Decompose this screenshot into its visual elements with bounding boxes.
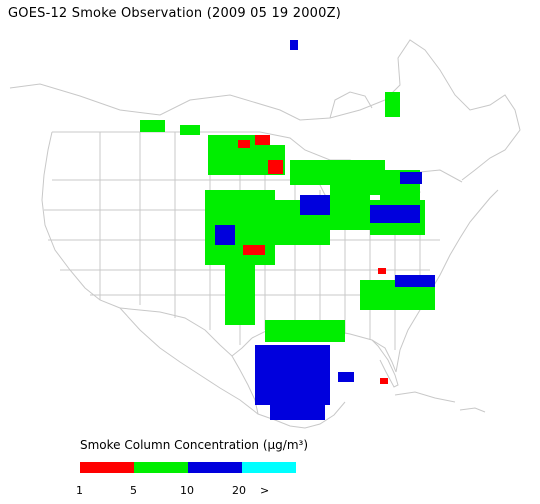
mexico-outline	[119, 307, 346, 429]
west-coast	[41, 131, 121, 309]
legend-segment-1-5	[80, 462, 134, 473]
legend-tick-1: 1	[76, 484, 83, 497]
legend-tick-10: 10	[180, 484, 194, 497]
legend-tick-greater: >	[260, 484, 270, 497]
smoke-map	[9, 39, 521, 429]
legend-tick-5: 5	[130, 484, 137, 497]
canada-outline	[9, 39, 521, 181]
legend-color-bar	[80, 462, 296, 473]
florida	[371, 339, 399, 388]
legend-tick-20: 20	[232, 484, 246, 497]
us-mexico-border	[119, 307, 253, 357]
smoke-low-pixels	[238, 135, 388, 384]
cuba	[394, 391, 456, 403]
legend-segment-20-plus	[242, 462, 296, 473]
legend-title: Smoke Column Concentration (μg/m³)	[80, 438, 308, 452]
legend-segment-5-10	[134, 462, 188, 473]
legend-segment-10-20	[188, 462, 242, 473]
east-coast	[395, 189, 499, 373]
page-title: GOES-12 Smoke Observation (2009 05 19 20…	[8, 6, 341, 21]
smoke-high-pixels	[215, 40, 435, 420]
